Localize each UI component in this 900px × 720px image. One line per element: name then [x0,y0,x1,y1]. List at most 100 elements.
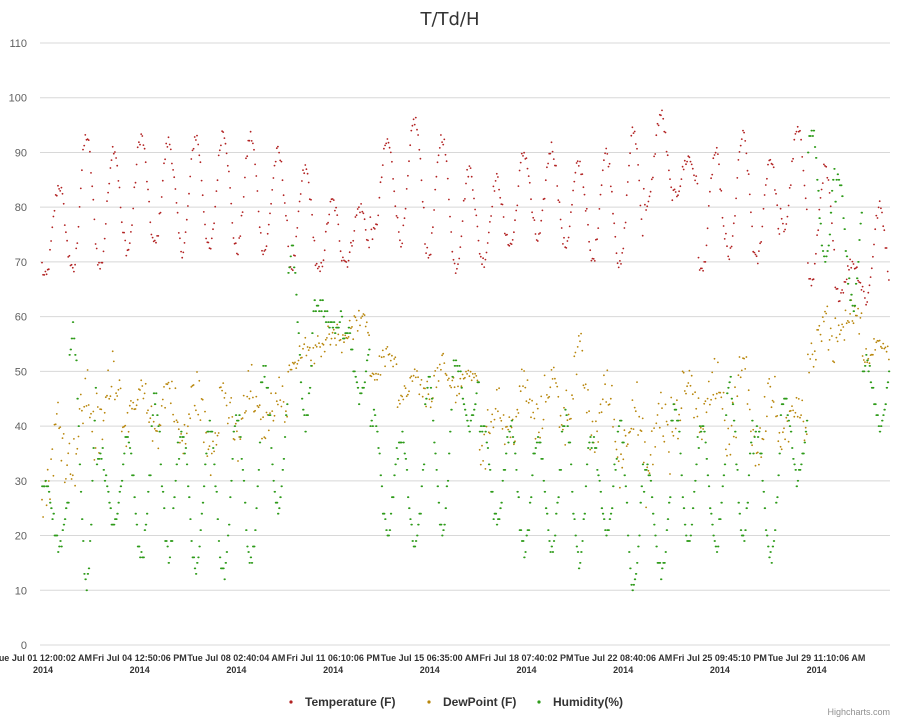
data-point [740,529,743,531]
data-point [331,331,334,334]
data-point [650,479,653,482]
data-point [417,376,419,379]
data-point [677,194,679,197]
data-point [853,310,855,313]
legend-item[interactable]: DewPoint (F) [427,695,516,709]
data-point [709,403,711,406]
data-point [317,304,320,307]
data-point [586,463,589,466]
data-point [179,237,181,240]
data-point [512,436,515,438]
data-point [365,370,368,373]
data-point [136,523,139,526]
data-point [461,373,464,376]
data-point [148,421,151,423]
data-point [479,463,482,466]
data-point [144,161,147,164]
data-point [745,356,748,358]
data-point [132,207,135,210]
data-point [452,258,455,261]
data-point [347,336,350,338]
data-point [388,534,390,537]
data-point [581,173,584,176]
data-point [549,152,552,155]
data-point [436,469,438,471]
data-point [412,540,414,542]
data-point [601,169,604,172]
data-point [694,179,696,182]
legend-marker [427,700,431,704]
data-point [720,189,723,192]
data-point [87,139,90,142]
data-point [119,206,122,209]
data-point [348,326,351,329]
data-point [443,362,446,364]
data-point [400,245,402,248]
data-point [778,233,781,235]
data-point [169,402,172,405]
data-point [478,381,480,384]
data-point [598,412,601,414]
data-point [304,164,307,166]
data-point [351,348,354,351]
data-point [94,419,96,422]
data-point [122,463,125,466]
credits-link[interactable]: Highcharts.com [827,707,890,717]
data-point [567,413,570,416]
data-point [147,188,149,191]
data-point [384,518,387,520]
data-point [199,545,201,548]
data-point [783,427,785,430]
data-point [608,403,611,406]
data-point [603,518,606,520]
data-point [249,130,252,133]
data-point [225,562,228,564]
data-point [744,368,747,370]
data-point [817,329,820,331]
chart-title: T/Td/H [419,9,479,30]
data-point [685,163,687,166]
data-point [360,392,363,395]
data-point [720,396,723,399]
data-point [81,409,83,412]
data-point [766,534,769,537]
data-point [340,310,343,313]
data-point [58,427,60,430]
data-point [112,152,115,155]
data-point [307,414,309,416]
data-point [237,460,239,462]
data-point [803,439,806,442]
legend-label: DewPoint (F) [443,695,516,709]
data-point [70,263,73,266]
data-point [757,436,760,438]
data-point [372,373,375,376]
data-point [458,257,461,260]
data-point [195,573,198,575]
data-point [162,490,165,493]
data-point [270,447,273,449]
data-point [74,354,77,356]
data-point [699,426,702,429]
data-point [828,339,831,341]
data-point [487,447,490,449]
data-point [356,381,359,384]
legend-item[interactable]: Humidity(%) [537,695,623,709]
data-point [511,419,514,422]
data-point [175,419,178,422]
data-point [623,441,625,444]
data-point [495,172,498,175]
data-point [446,379,449,381]
data-point [816,234,818,237]
data-point [427,393,430,396]
data-point [543,479,545,482]
data-point [681,370,684,373]
data-point [299,193,302,195]
legend-item[interactable]: Temperature (F) [289,695,395,709]
data-point [319,346,321,348]
data-point [787,440,790,443]
data-point [634,578,637,581]
data-point [335,206,337,209]
data-point [222,567,225,570]
data-point [67,501,70,504]
data-point [277,512,280,515]
